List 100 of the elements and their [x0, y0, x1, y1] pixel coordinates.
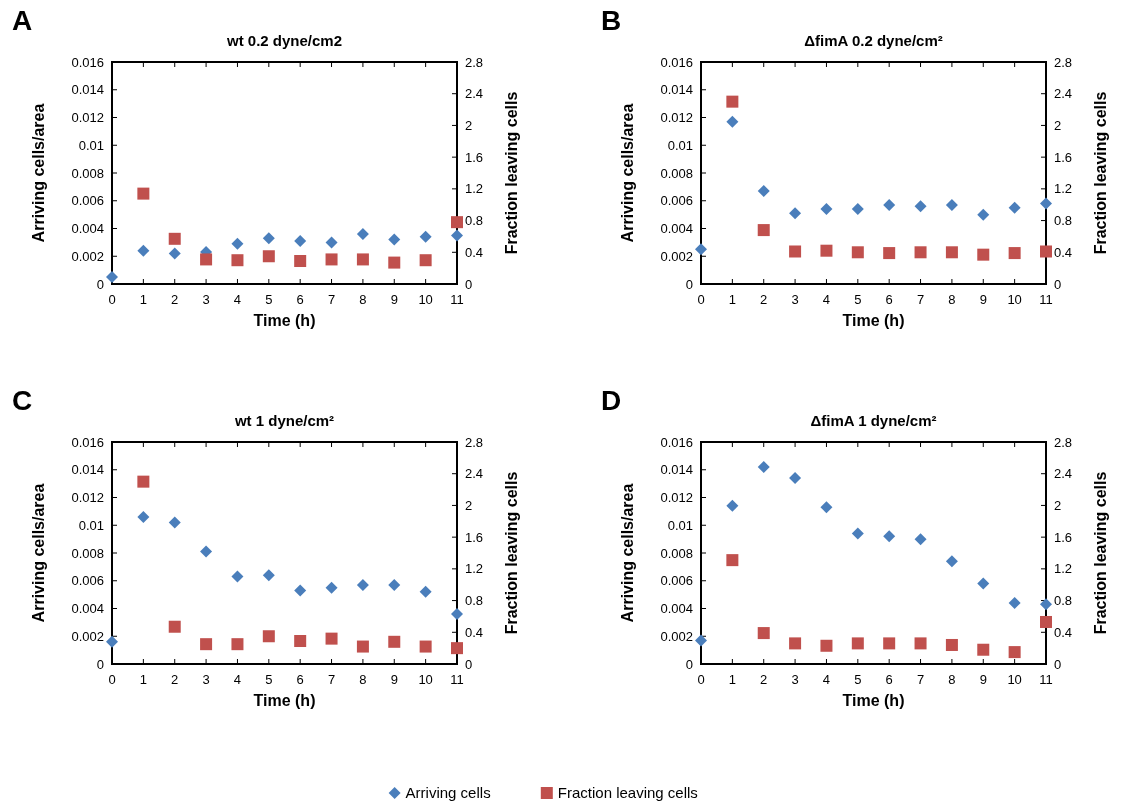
point: [451, 229, 463, 242]
x-tick-label: 11: [450, 292, 464, 307]
x-tick-label: 4: [233, 292, 242, 307]
x-axis-title: Time (h): [842, 312, 905, 329]
x-tick-label: 8: [948, 292, 956, 307]
legend-label: Fraction leaving cells: [557, 784, 698, 801]
x-tick-label: 9: [979, 292, 987, 307]
point: [294, 584, 307, 597]
point: [168, 232, 181, 245]
point: [262, 630, 275, 643]
point: [231, 237, 244, 250]
chart-title: wt 0.2 dyne/cm2: [225, 32, 343, 49]
x-axis-title: Time (h): [253, 312, 316, 329]
y2-tick-label: 1.6: [1054, 529, 1073, 545]
x-tick-label: 4: [822, 292, 831, 307]
point: [325, 632, 338, 645]
point: [325, 253, 338, 266]
y-tick-label: 0.014: [660, 82, 693, 98]
point: [419, 640, 432, 653]
point: [883, 637, 896, 650]
point: [945, 246, 958, 259]
x-tick-label: 2: [171, 292, 179, 307]
point: [294, 255, 307, 268]
x-tick-label: 3: [791, 292, 799, 307]
x-tick-label: 2: [171, 672, 179, 687]
y2-tick-label: 1.2: [465, 181, 484, 197]
x-tick-label: 3: [202, 672, 210, 687]
point: [200, 638, 213, 651]
point: [1040, 197, 1052, 210]
y2-axis-title: Fraction leaving cells: [503, 471, 520, 635]
point: [419, 230, 432, 243]
x-tick-label: 4: [822, 672, 831, 687]
y2-tick-label: 0.4: [465, 624, 484, 640]
x-tick-label: 10: [418, 292, 433, 307]
y2-tick-label: 0.4: [1054, 624, 1073, 640]
y-tick-label: 0.01: [667, 517, 693, 533]
y2-tick-label: 2.8: [1054, 54, 1073, 70]
x-tick-label: 7: [327, 292, 336, 307]
y-tick-label: 0: [685, 656, 693, 672]
point: [1008, 201, 1021, 214]
point: [356, 640, 369, 653]
y-tick-label: 0.01: [78, 517, 104, 533]
y-tick-label: 0.006: [71, 193, 104, 209]
y-axis-title: Arriving cells/area: [30, 483, 47, 623]
y-tick-label: 0.008: [660, 165, 693, 181]
y2-tick-label: 0.8: [465, 213, 484, 229]
point: [726, 554, 739, 567]
legend-label: Arriving cells: [405, 784, 491, 801]
x-tick-label: 8: [948, 672, 956, 687]
y-tick-label: 0.002: [660, 628, 693, 644]
text: C: [12, 385, 33, 416]
point: [757, 224, 770, 237]
y2-tick-label: 0: [465, 656, 473, 672]
point: [106, 271, 118, 284]
point: [451, 642, 463, 655]
point: [451, 608, 463, 621]
x-tick-label: 2: [760, 292, 768, 307]
y2-tick-label: 2.8: [465, 434, 484, 450]
y-tick-label: 0.006: [660, 573, 693, 589]
y-tick-label: 0.012: [71, 110, 104, 125]
point: [1008, 596, 1021, 609]
point: [137, 187, 150, 200]
point: [356, 578, 369, 591]
y-tick-label: 0.01: [667, 137, 693, 153]
point: [695, 634, 707, 647]
y2-tick-label: 2.4: [465, 466, 484, 482]
point: [451, 216, 463, 229]
y2-tick-label: 0.4: [1054, 244, 1073, 260]
x-tick-label: 0: [108, 672, 116, 687]
text: B: [601, 5, 622, 36]
point: [294, 234, 307, 247]
x-tick-label: 10: [1007, 292, 1022, 307]
y2-tick-label: 2: [465, 117, 473, 133]
point: [168, 516, 181, 529]
y2-tick-label: 1.2: [1054, 561, 1073, 577]
point: [137, 475, 150, 488]
point: [820, 501, 833, 514]
y-tick-label: 0: [685, 276, 693, 292]
y-tick-label: 0.004: [660, 221, 693, 236]
x-tick-label: 1: [139, 672, 147, 687]
y-axis-title: Arriving cells/area: [619, 103, 636, 243]
x-tick-label: 1: [139, 292, 147, 307]
y-tick-label: 0.012: [71, 490, 104, 505]
point: [977, 208, 990, 221]
point: [883, 247, 896, 260]
point: [419, 585, 432, 598]
point: [419, 254, 432, 267]
point: [977, 577, 990, 590]
x-axis-title: Time (h): [842, 692, 905, 709]
x-tick-label: 6: [296, 292, 304, 307]
point: [883, 530, 896, 543]
y-tick-label: 0.004: [71, 601, 104, 616]
point: [820, 203, 833, 216]
x-tick-label: 3: [791, 672, 799, 687]
point: [262, 250, 275, 263]
y-tick-label: 0.008: [71, 165, 104, 181]
point: [231, 254, 244, 267]
point: [695, 243, 707, 256]
point: [1040, 245, 1052, 258]
point: [914, 200, 927, 213]
